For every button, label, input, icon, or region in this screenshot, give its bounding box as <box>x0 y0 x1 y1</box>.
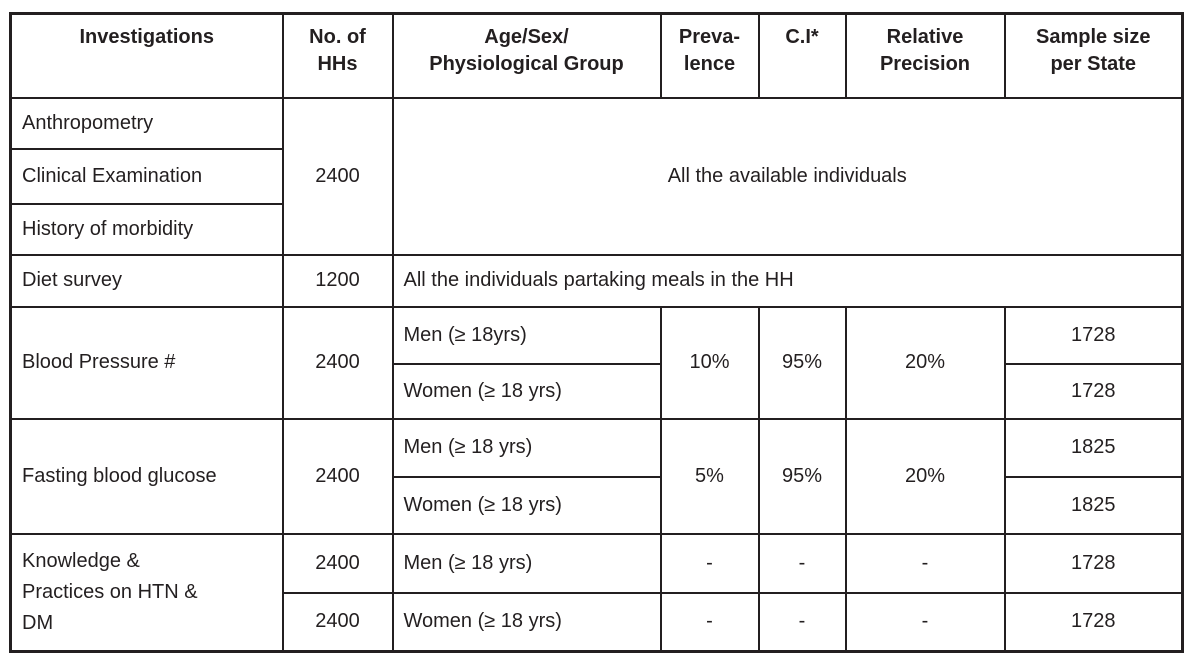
cell-group-fasting-blood-glucose-men: Men (≥ 18 yrs) <box>391 417 662 478</box>
row-clinical-examination: Clinical Examination <box>9 147 1183 205</box>
col-header-ci: C.I* <box>757 12 847 99</box>
cell-coverage-anthropometry-group: All the available individuals <box>391 96 1184 256</box>
col-header-investigations: Investigations <box>9 12 284 99</box>
row-fasting-blood-glucose-women: Women (≥ 18 yrs) 1825 <box>11 475 1184 535</box>
cell-relative-precision-knowledge-practices-women: - <box>844 591 1006 653</box>
cell-investigation-anthropometry: Anthropometry <box>9 96 284 150</box>
row-knowledge-practices-women: 2400 Women (≥ 18 yrs) - - - 1728 <box>11 591 1184 653</box>
cell-investigation-diet-survey: Diet survey <box>9 253 284 308</box>
cell-sample-size-blood-pressure-men: 1728 <box>1003 305 1184 365</box>
cell-ci-knowledge-practices-women: - <box>757 591 847 653</box>
cell-investigation-blood-pressure: Blood Pressure # <box>9 305 284 420</box>
cell-hhs-blood-pressure: 2400 <box>281 305 394 420</box>
cell-hhs-knowledge-practices-women: 2400 <box>281 591 394 653</box>
cell-hhs-diet-survey: 1200 <box>281 253 394 308</box>
row-blood-pressure-men: Blood Pressure # 2400 Men (≥ 18yrs) 10% … <box>9 305 1184 420</box>
col-header-no-of-hhs: No. of HHs <box>281 12 394 99</box>
cell-sample-size-knowledge-practices-men: 1728 <box>1003 532 1184 594</box>
cell-relative-precision-knowledge-practices-men: - <box>844 532 1006 594</box>
cell-hhs-knowledge-practices-men: 2400 <box>281 532 394 594</box>
cell-coverage-diet-survey: All the individuals partaking meals in t… <box>391 253 1184 308</box>
col-header-sample-size: Sample size per State <box>1003 12 1184 99</box>
row-fasting-blood-glucose-men: Fasting blood glucose 2400 Men (≥ 18 yrs… <box>9 417 1184 535</box>
cell-hhs-fasting-blood-glucose: 2400 <box>281 417 394 535</box>
cell-group-blood-pressure-women: Women (≥ 18 yrs) <box>391 362 662 420</box>
cell-ci-knowledge-practices-men: - <box>757 532 847 594</box>
cell-investigation-fasting-blood-glucose: Fasting blood glucose <box>9 417 284 535</box>
cell-hhs-anthropometry-group: 2400 <box>281 96 394 256</box>
cell-group-blood-pressure-men: Men (≥ 18yrs) <box>391 305 662 365</box>
row-blood-pressure-women: Women (≥ 18 yrs) 1728 <box>11 362 1184 420</box>
row-knowledge-practices-men: Knowledge & Practices on HTN & DM 2400 M… <box>9 532 1184 653</box>
sampling-design-table: Investigations No. of HHs Age/Sex/ Physi… <box>9 12 1184 653</box>
cell-group-fasting-blood-glucose-women: Women (≥ 18 yrs) <box>391 475 662 535</box>
cell-prevalence-knowledge-practices-women: - <box>659 591 760 653</box>
cell-sample-size-fasting-blood-glucose-women: 1825 <box>1003 475 1184 535</box>
header-row: Investigations No. of HHs Age/Sex/ Physi… <box>9 12 1184 99</box>
row-anthropometry: Anthropometry 2400 All the available ind… <box>9 96 1184 256</box>
cell-relative-precision-fasting-blood-glucose: 20% <box>844 417 1006 535</box>
cell-investigation-knowledge-practices: Knowledge & Practices on HTN & DM <box>9 532 284 653</box>
cell-group-knowledge-practices-men: Men (≥ 18 yrs) <box>391 532 662 594</box>
cell-relative-precision-blood-pressure: 20% <box>844 305 1006 420</box>
cell-prevalence-blood-pressure: 10% <box>659 305 760 420</box>
col-header-age-sex-group: Age/Sex/ Physiological Group <box>391 12 662 99</box>
cell-investigation-clinical-examination: Clinical Examination <box>9 147 284 205</box>
cell-sample-size-knowledge-practices-women: 1728 <box>1003 591 1184 653</box>
cell-group-knowledge-practices-women: Women (≥ 18 yrs) <box>391 591 662 653</box>
cell-prevalence-knowledge-practices-men: - <box>659 532 760 594</box>
cell-ci-blood-pressure: 95% <box>757 305 847 420</box>
col-header-prevalence: Preva- lence <box>659 12 760 99</box>
cell-sample-size-fasting-blood-glucose-men: 1825 <box>1003 417 1184 478</box>
cell-ci-fasting-blood-glucose: 95% <box>757 417 847 535</box>
col-header-relative-precision: Relative Precision <box>844 12 1006 99</box>
cell-prevalence-fasting-blood-glucose: 5% <box>659 417 760 535</box>
row-history-of-morbidity: History of morbidity <box>9 202 1183 256</box>
cell-investigation-history-of-morbidity: History of morbidity <box>9 202 284 256</box>
cell-sample-size-blood-pressure-women: 1728 <box>1003 362 1184 420</box>
row-diet-survey: Diet survey 1200 All the individuals par… <box>9 253 1184 308</box>
